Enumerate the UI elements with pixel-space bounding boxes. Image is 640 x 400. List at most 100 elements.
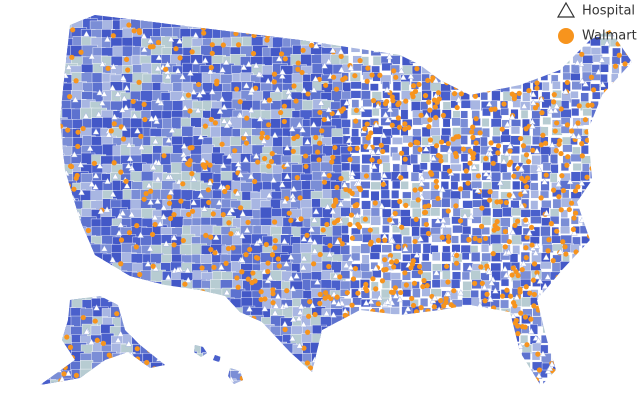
county bbox=[52, 261, 68, 275]
county bbox=[602, 262, 611, 271]
county bbox=[560, 359, 573, 369]
county bbox=[433, 3, 440, 11]
walmart-marker bbox=[349, 302, 355, 308]
hospital-marker bbox=[270, 360, 278, 367]
county bbox=[2, 74, 18, 87]
hospital-marker bbox=[415, 320, 422, 328]
county bbox=[491, 29, 503, 38]
county bbox=[441, 326, 452, 335]
county bbox=[470, 335, 479, 345]
county bbox=[591, 135, 602, 145]
hospital-marker bbox=[597, 172, 605, 179]
walmart-marker bbox=[567, 301, 574, 307]
walmart-marker bbox=[523, 217, 529, 223]
county bbox=[212, 353, 228, 367]
walmart-marker bbox=[542, 51, 548, 57]
walmart-marker bbox=[462, 57, 468, 63]
county bbox=[502, 1, 510, 11]
walmart-marker bbox=[371, 25, 377, 31]
walmart-marker bbox=[142, 116, 148, 123]
county bbox=[293, 388, 307, 400]
county bbox=[570, 171, 583, 182]
walmart-marker bbox=[239, 375, 245, 381]
county bbox=[311, 27, 326, 40]
walmart-marker bbox=[75, 287, 81, 293]
hospital-marker bbox=[151, 344, 159, 351]
legend-label: Walmart bbox=[582, 29, 637, 44]
county bbox=[570, 64, 580, 75]
walmart-marker bbox=[598, 169, 604, 175]
county bbox=[212, 361, 228, 376]
walmart-marker bbox=[212, 250, 218, 256]
county bbox=[350, 136, 361, 146]
walmart-marker bbox=[528, 316, 534, 322]
walmart-marker bbox=[203, 383, 209, 386]
walmart-marker bbox=[575, 184, 581, 190]
county bbox=[3, 369, 15, 381]
county bbox=[502, 388, 510, 397]
county bbox=[79, 368, 95, 383]
walmart-marker bbox=[588, 349, 594, 355]
county bbox=[250, 335, 264, 350]
county bbox=[171, 352, 187, 367]
walmart-marker bbox=[560, 239, 566, 245]
county bbox=[591, 326, 603, 337]
county bbox=[52, 251, 66, 266]
county bbox=[580, 361, 590, 372]
walmart-marker bbox=[427, 107, 433, 113]
hospital-marker bbox=[539, 64, 547, 72]
county bbox=[40, 181, 46, 194]
county bbox=[40, 38, 47, 51]
hospital-marker bbox=[49, 256, 57, 263]
county bbox=[571, 253, 580, 264]
county bbox=[602, 18, 613, 28]
walmart-marker bbox=[108, 128, 114, 134]
county bbox=[232, 343, 248, 358]
walmart-marker bbox=[605, 186, 611, 192]
walmart-marker bbox=[611, 366, 617, 373]
county bbox=[561, 353, 570, 364]
county bbox=[602, 179, 611, 189]
county bbox=[51, 208, 68, 222]
walmart-marker bbox=[624, 91, 630, 97]
county bbox=[501, 326, 511, 336]
county bbox=[610, 278, 619, 288]
walmart-marker bbox=[252, 178, 258, 185]
walmart-marker bbox=[311, 261, 317, 267]
county bbox=[470, 83, 481, 94]
walmart-marker bbox=[295, 60, 301, 66]
county bbox=[631, 335, 632, 346]
hospital-marker bbox=[454, 53, 462, 60]
county bbox=[31, 390, 47, 400]
walmart-marker bbox=[144, 359, 150, 366]
county bbox=[581, 290, 593, 301]
hospital-marker bbox=[50, 65, 57, 72]
county bbox=[41, 333, 55, 347]
walmart-marker bbox=[603, 230, 609, 236]
walmart-marker bbox=[323, 82, 329, 88]
walmart-marker bbox=[568, 128, 575, 134]
hospital-marker bbox=[259, 368, 267, 375]
walmart-marker bbox=[380, 355, 387, 361]
county bbox=[370, 45, 382, 56]
county bbox=[22, 199, 35, 213]
walmart-marker bbox=[469, 129, 475, 135]
walmart-marker bbox=[307, 299, 313, 305]
walmart-marker bbox=[425, 308, 431, 314]
walmart-marker bbox=[67, 344, 74, 350]
county bbox=[450, 65, 459, 73]
county bbox=[612, 236, 621, 247]
walmart-marker bbox=[305, 91, 311, 97]
county bbox=[61, 387, 77, 398]
walmart-marker bbox=[141, 196, 147, 202]
walmart-marker bbox=[438, 298, 444, 304]
walmart-marker bbox=[376, 158, 383, 165]
walmart-marker bbox=[553, 148, 559, 154]
hospital-marker bbox=[44, 264, 51, 272]
county bbox=[481, 26, 493, 36]
hospital-marker bbox=[604, 335, 612, 342]
walmart-marker bbox=[391, 329, 397, 335]
county bbox=[40, 326, 56, 338]
walmart-marker bbox=[251, 32, 257, 38]
county bbox=[621, 126, 631, 135]
